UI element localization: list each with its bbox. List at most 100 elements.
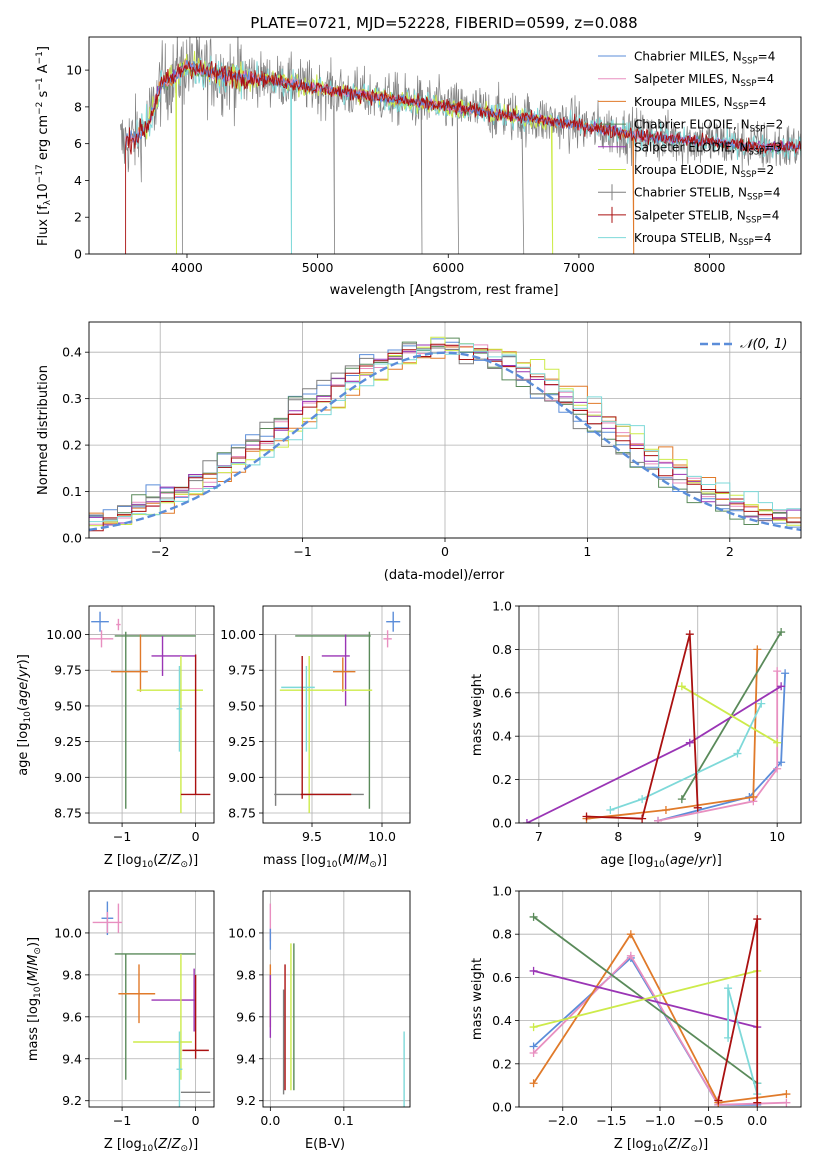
y-tick-label: 0.4: [492, 729, 512, 744]
y-tick-label: 8.75: [54, 806, 82, 821]
axes-frame: [88, 321, 802, 539]
x-tick-label: 7000: [563, 260, 595, 275]
x-tick-label: −1: [293, 544, 311, 559]
mass-weight-vs-age-panel: 7 8 9 10 0.0 0.2 0.4 0.6 0.8 1.0 age [log10(age/y…: [470, 599, 802, 870]
y-tick-label: 9.75: [54, 663, 82, 678]
y-tick-label: 0.4: [492, 1013, 512, 1028]
mass-weight-marker-salpeter_stelib: [638, 814, 647, 823]
mass-weight-marker-salpeter_miles: [773, 764, 782, 773]
legend-label: Salpeter MILES, NSSP=4: [634, 72, 774, 89]
mass-weight-marker-salpeter_miles: [626, 951, 635, 960]
y-tick-label: 0.8: [492, 927, 512, 942]
y-tick-label: 0.6: [492, 970, 512, 985]
agez-xlabel: Z [log10(Z/Z⊙)]: [104, 853, 198, 870]
plot-area: [269, 903, 405, 1107]
mass-weight-marker-kroupa_miles: [749, 792, 758, 801]
y-tick-label: 0.0: [492, 1100, 512, 1115]
y-tick-label: 10.0: [228, 925, 256, 940]
legend-subscript: SSP: [733, 102, 749, 112]
y-tick-label: 0.0: [62, 531, 82, 546]
ebv-xlabel: E(B-V): [305, 1137, 345, 1152]
x-tick-label: 0.1: [334, 1113, 354, 1128]
y-tick-label: 0.6: [492, 685, 512, 700]
mass-weight-marker-kroupa_stelib: [733, 749, 742, 758]
y-tick-label: 2: [74, 210, 82, 225]
mass-vs-extinction-panel: 0.0 0.1 9.2 9.4 9.6 9.8 10.0 E(B-V): [228, 890, 411, 1152]
legend-value: =2: [756, 163, 774, 177]
mass-weight-marker-kroupa_stelib: [724, 1033, 733, 1042]
mwage-ylabel: mass weight: [470, 674, 485, 756]
spectrum-xlabel: wavelength [Angstrom, rest frame]: [330, 283, 559, 298]
mass-weight-line-kroupa_miles: [532, 932, 787, 1104]
mass-weight-marker-chabrier_elodie: [777, 628, 786, 637]
plot-area: [522, 628, 790, 823]
legend-value: =4: [763, 186, 781, 200]
y-tick-label: 10.0: [54, 925, 82, 940]
y-tick-label: 9.8: [62, 967, 82, 982]
mass-weight-vs-metallicity-panel: −2.0 −1.5 −1.0 −0.5 0.0 0.0 0.2 0.4 0.6 0.8 1.0 Z …: [470, 884, 802, 1154]
histogram-kroupa_stelib: [89, 343, 801, 531]
residuals-panel: −2 −1 0 1 2 0.0 0.1 0.2 0.3 0.4 𝒩(0, 1) (data-mode…: [36, 321, 802, 583]
y-tick-label: 0.2: [492, 772, 512, 787]
mass-weight-marker-salpeter_stelib: [685, 630, 694, 639]
x-tick-label: 8000: [694, 260, 726, 275]
x-tick-label: 0: [441, 544, 449, 559]
legend-subscript: SSP: [742, 57, 758, 67]
mass-weight-marker-salpeter_elodie: [522, 819, 531, 823]
mass-weight-line-chabrier_elodie: [533, 916, 758, 1084]
legend-value: =4: [762, 208, 780, 222]
mass-weight-marker-kroupa_miles: [753, 645, 762, 654]
y-tick-label: 4: [74, 173, 82, 188]
x-tick-label: 10: [769, 829, 785, 844]
histogram-salpeter_stelib: [89, 343, 801, 532]
age-vs-mass-panel: 9.5 10.0 8.75 9.00 9.25 9.50 9.75 10.00 mass [l…: [220, 605, 411, 870]
legend-subscript: SSP: [747, 193, 763, 203]
mass-weight-marker-chabrier_miles: [777, 758, 786, 767]
y-tick-label: 8.75: [228, 806, 256, 821]
plot-area: [89, 336, 801, 532]
x-tick-label: 9: [694, 829, 702, 844]
mwz-xlabel: Z [log10(Z/Z⊙)]: [614, 1137, 708, 1154]
mass-vs-metallicity-panel: −1 0 9.2 9.4 9.6 9.8 10.0 Z [log10(Z/Z⊙)] mass…: [26, 890, 215, 1154]
legend-value: =3: [764, 140, 782, 154]
mwage-xlabel: age [log10(age/yr)]: [600, 853, 722, 870]
axes-frame: [518, 890, 802, 1108]
histogram-chabrier_stelib: [89, 343, 801, 524]
x-tick-label: −1.5: [596, 1113, 626, 1128]
x-tick-label: 0: [192, 1113, 200, 1128]
legend-value: =4: [749, 95, 767, 109]
legend-label: Chabrier ELODIE, NSSP=2: [634, 118, 783, 135]
x-tick-label: −2.0: [548, 1113, 578, 1128]
mass-weight-marker-salpeter_stelib: [714, 1096, 723, 1105]
mass-weight-marker-kroupa_stelib: [606, 805, 615, 814]
legend-label: 𝒩(0, 1): [740, 337, 787, 352]
x-tick-label: 6000: [432, 260, 464, 275]
plot-area: [89, 611, 211, 814]
y-tick-label: 9.6: [62, 1009, 82, 1024]
axes-frame: [88, 890, 215, 1108]
axes-frame: [262, 605, 411, 824]
legend-subscript: SSP: [741, 79, 757, 89]
residuals-xlabel: (data-model)/error: [384, 568, 505, 583]
x-tick-label: −1: [113, 829, 131, 844]
legend-label: Salpeter ELODIE, NSSP=3: [634, 140, 782, 157]
x-tick-label: −1: [113, 1113, 131, 1128]
y-tick-label: 1.0: [492, 884, 512, 899]
mass-weight-marker-kroupa_stelib: [724, 984, 733, 993]
legend-subscript: SSP: [750, 125, 766, 135]
plot-area: [92, 901, 211, 1107]
axes-frame: [262, 890, 411, 1108]
y-tick-label: 0.2: [62, 438, 82, 453]
mass-weight-line-salpeter_miles: [532, 954, 787, 1106]
y-tick-label: 9.00: [54, 770, 82, 785]
x-tick-label: 0.0: [747, 1113, 767, 1128]
y-tick-label: 10.00: [220, 627, 256, 642]
y-tick-label: 9.50: [228, 698, 256, 713]
spectrum-title: PLATE=0721, MJD=52228, FIBERID=0599, z=0…: [250, 14, 637, 32]
spectrum-series-chabrier_stelib: [120, 37, 801, 254]
x-tick-label: −0.5: [693, 1113, 723, 1128]
y-tick-label: 9.8: [236, 967, 256, 982]
mass-weight-marker-kroupa_stelib: [757, 699, 766, 708]
y-tick-label: 9.50: [54, 698, 82, 713]
axes-frame: [518, 605, 802, 824]
